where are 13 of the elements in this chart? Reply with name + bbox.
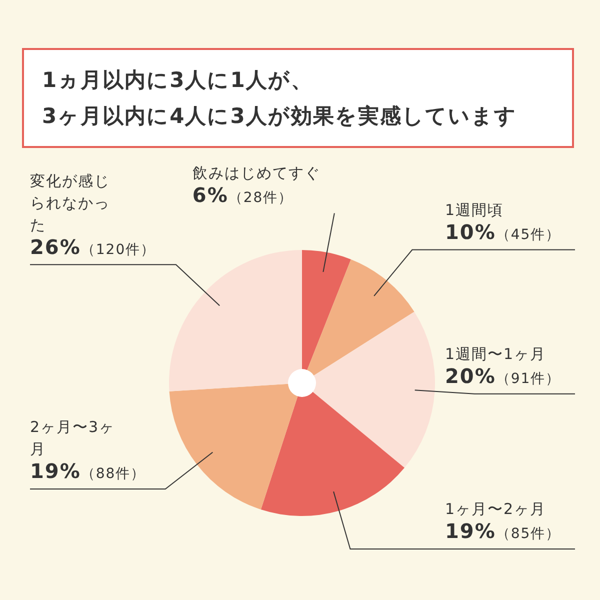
data-label: 10%（45件） [445, 220, 561, 244]
chart-title: 1ヵ月以内に3人に1人が、 3ヶ月以内に4人に3人が効果を実感しています [42, 67, 517, 130]
data-label: 6%（28件） [192, 183, 294, 208]
slice-label: 2ヶ月〜3ヶ月 [30, 416, 116, 460]
slice-label: 1週間頃 [445, 200, 505, 221]
slice-label: 飲みはじめてすぐ [192, 163, 320, 184]
data-label: 20%（91件） [445, 364, 561, 388]
slice-label: 変化が感じられなかった [30, 170, 111, 236]
slice-label: 1週間〜1ヶ月 [445, 344, 548, 365]
data-label: 26%（120件） [30, 234, 156, 259]
data-label: 19%（85件） [445, 519, 561, 544]
slice-label: 1ヶ月〜2ヶ月 [445, 499, 548, 520]
data-label: 19%（88件） [30, 458, 146, 483]
